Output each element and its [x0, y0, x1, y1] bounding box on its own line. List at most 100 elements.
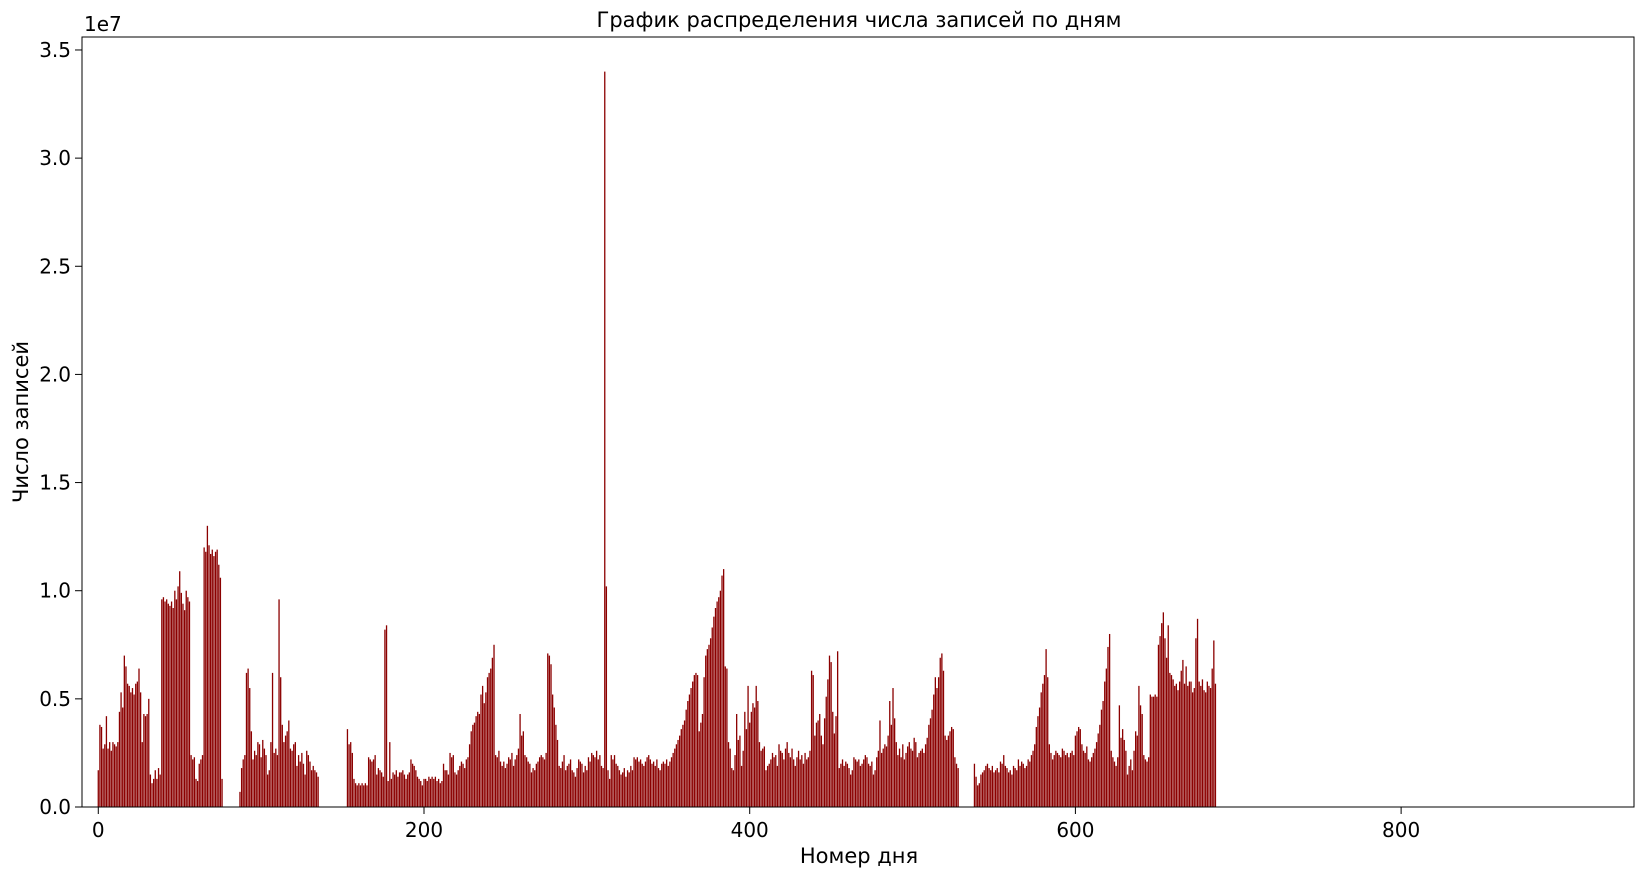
bar — [166, 599, 168, 807]
bar — [918, 752, 920, 807]
bar — [643, 765, 645, 807]
bar — [897, 755, 899, 807]
bar — [911, 750, 914, 807]
bar — [718, 597, 720, 807]
bar — [294, 742, 296, 807]
bar — [1029, 761, 1031, 807]
bar — [975, 776, 977, 807]
bar — [977, 785, 979, 807]
bar — [543, 759, 546, 807]
bar — [1148, 757, 1150, 807]
bar — [133, 694, 135, 807]
bar — [293, 744, 295, 807]
bar — [151, 783, 153, 807]
bar — [416, 776, 419, 807]
bar — [757, 701, 759, 807]
bar — [876, 757, 878, 807]
bar — [418, 778, 420, 807]
bar — [451, 757, 453, 807]
bar — [558, 765, 560, 807]
y-tick-label: 2.0 — [39, 362, 71, 386]
bar — [817, 720, 819, 807]
bar — [112, 742, 114, 807]
bar — [455, 774, 458, 807]
y-axis: 0.0 0.5 1.0 1.5 2.0 2.5 3.0 3.5 — [39, 38, 82, 819]
bar — [574, 776, 577, 807]
bar — [890, 724, 893, 807]
bar — [807, 757, 809, 807]
bar — [973, 763, 976, 807]
bar — [589, 761, 591, 807]
bar — [104, 744, 106, 807]
bar — [1196, 618, 1199, 807]
bar — [727, 742, 730, 807]
bar — [954, 757, 956, 807]
bar — [1027, 759, 1029, 807]
bar — [926, 737, 928, 807]
bar — [187, 597, 189, 807]
bar — [1042, 683, 1044, 807]
bar — [1061, 748, 1064, 807]
bar — [195, 778, 197, 807]
bar — [836, 651, 839, 807]
bar — [905, 752, 907, 807]
bar — [711, 627, 713, 807]
bar — [1146, 761, 1148, 807]
bar — [157, 768, 160, 807]
bar — [346, 729, 349, 807]
bar — [1174, 685, 1176, 807]
bar — [154, 770, 156, 807]
bar — [1063, 750, 1065, 807]
bar — [1161, 623, 1163, 807]
bar — [584, 765, 586, 807]
bar — [731, 768, 733, 807]
bar — [1100, 709, 1103, 807]
bar — [840, 763, 842, 807]
chart-title: График распределения числа записей по дн… — [597, 8, 1122, 32]
bar — [1025, 765, 1028, 807]
bar — [903, 759, 906, 807]
bar — [1209, 688, 1212, 807]
bar — [802, 763, 805, 807]
bar — [734, 755, 736, 807]
bar — [1055, 750, 1057, 807]
bar — [239, 791, 241, 807]
bar — [1165, 657, 1168, 807]
bar — [433, 778, 435, 807]
bar — [563, 755, 565, 807]
bar — [374, 755, 376, 807]
bar — [978, 783, 980, 807]
bar — [141, 742, 143, 807]
bar — [167, 603, 169, 807]
bar — [175, 599, 178, 807]
bar — [825, 696, 827, 807]
bar — [196, 781, 199, 807]
bar — [996, 768, 998, 807]
bar — [366, 785, 368, 807]
bar — [517, 748, 520, 807]
bar — [473, 722, 476, 807]
bar — [512, 765, 515, 807]
bar — [429, 778, 432, 807]
bar — [452, 755, 454, 807]
x-axis: 0 200 400 600 800 — [92, 807, 1420, 842]
bar — [1087, 759, 1090, 807]
bar — [1214, 683, 1217, 807]
bar — [472, 724, 474, 807]
bar — [1113, 761, 1116, 807]
bar — [529, 763, 531, 807]
bar — [304, 774, 306, 807]
bar — [758, 742, 761, 807]
bar — [164, 601, 166, 807]
bar — [470, 731, 472, 807]
bar — [506, 763, 508, 807]
bar — [635, 759, 637, 807]
bar — [144, 716, 147, 807]
bar — [851, 770, 853, 807]
bar — [524, 755, 526, 807]
bar — [420, 781, 422, 807]
bar — [1007, 772, 1010, 807]
bar — [297, 755, 300, 807]
bar — [739, 735, 741, 807]
bar — [179, 571, 181, 807]
